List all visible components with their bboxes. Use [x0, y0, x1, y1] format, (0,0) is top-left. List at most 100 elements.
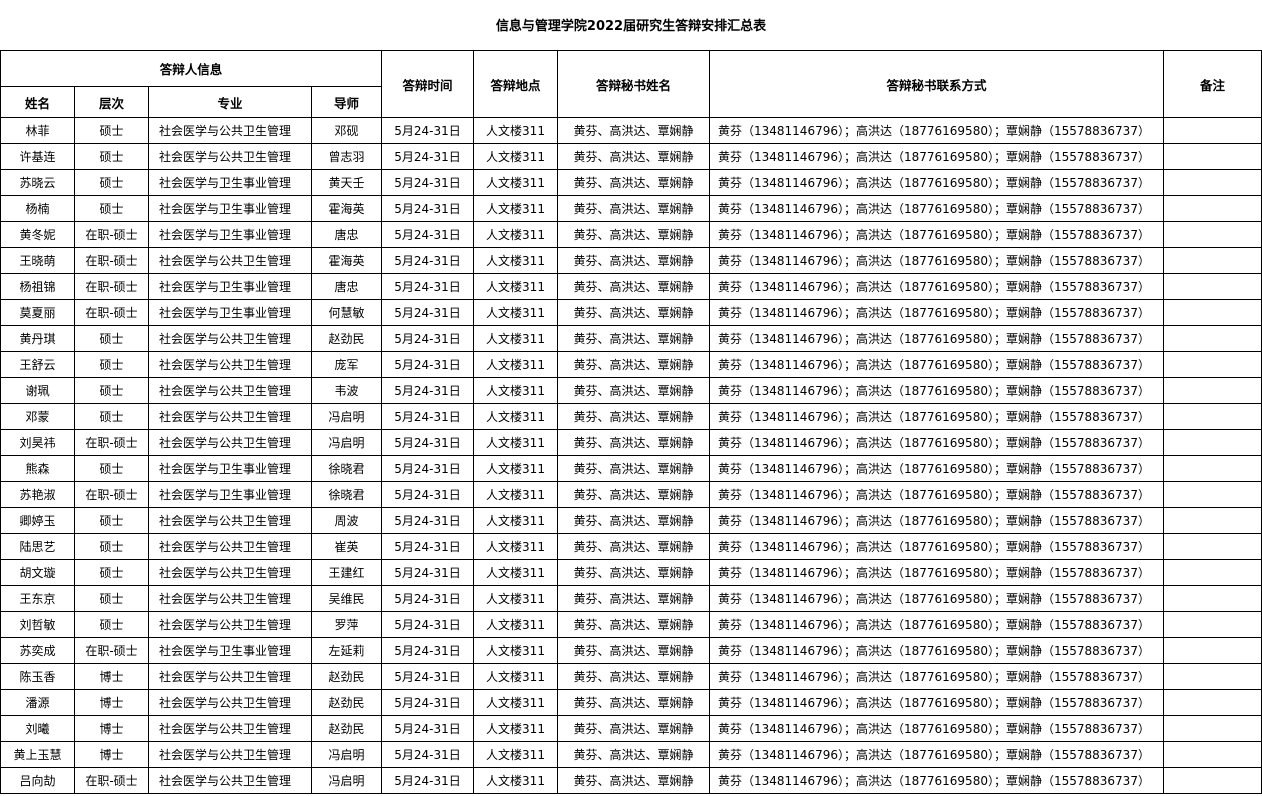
time-cell[interactable]: 5月24-31日 [381, 689, 474, 716]
place-cell[interactable]: 人文楼311 [473, 117, 558, 144]
level-cell[interactable]: 博士 [74, 663, 149, 690]
contact-cell[interactable]: 黄芬（13481146796）；高洪达（18776169580）；覃娴静（155… [709, 507, 1164, 534]
name-cell[interactable]: 苏艳淑 [0, 481, 75, 508]
note-cell[interactable] [1163, 429, 1262, 456]
secretary-cell[interactable]: 黄芬、高洪达、覃娴静 [557, 403, 710, 430]
name-cell[interactable]: 刘哲敏 [0, 611, 75, 638]
name-cell[interactable]: 杨楠 [0, 195, 75, 222]
header-time[interactable]: 答辩时间 [381, 50, 474, 118]
name-cell[interactable]: 莫夏丽 [0, 299, 75, 326]
name-cell[interactable]: 王东京 [0, 585, 75, 612]
major-cell[interactable]: 社会医学与公共卫生管理 [148, 741, 312, 768]
contact-cell[interactable]: 黄芬（13481146796）；高洪达（18776169580）；覃娴静（155… [709, 715, 1164, 742]
advisor-cell[interactable]: 崔英 [311, 533, 382, 560]
major-cell[interactable]: 社会医学与卫生事业管理 [148, 169, 312, 196]
contact-cell[interactable]: 黄芬（13481146796）；高洪达（18776169580）；覃娴静（155… [709, 195, 1164, 222]
advisor-cell[interactable]: 赵劲民 [311, 689, 382, 716]
advisor-cell[interactable]: 赵劲民 [311, 715, 382, 742]
advisor-cell[interactable]: 庞军 [311, 351, 382, 378]
place-cell[interactable]: 人文楼311 [473, 429, 558, 456]
place-cell[interactable]: 人文楼311 [473, 715, 558, 742]
level-cell[interactable]: 硕士 [74, 559, 149, 586]
place-cell[interactable]: 人文楼311 [473, 455, 558, 482]
level-cell[interactable]: 在职-硕士 [74, 767, 149, 794]
time-cell[interactable]: 5月24-31日 [381, 767, 474, 794]
contact-cell[interactable]: 黄芬（13481146796）；高洪达（18776169580）；覃娴静（155… [709, 377, 1164, 404]
major-cell[interactable]: 社会医学与公共卫生管理 [148, 117, 312, 144]
secretary-cell[interactable]: 黄芬、高洪达、覃娴静 [557, 611, 710, 638]
note-cell[interactable] [1163, 195, 1262, 222]
advisor-cell[interactable]: 冯启明 [311, 741, 382, 768]
major-cell[interactable]: 社会医学与公共卫生管理 [148, 325, 312, 352]
place-cell[interactable]: 人文楼311 [473, 637, 558, 664]
name-cell[interactable]: 刘曦 [0, 715, 75, 742]
secretary-cell[interactable]: 黄芬、高洪达、覃娴静 [557, 169, 710, 196]
time-cell[interactable]: 5月24-31日 [381, 143, 474, 170]
place-cell[interactable]: 人文楼311 [473, 299, 558, 326]
header-secretary[interactable]: 答辩秘书姓名 [557, 50, 710, 118]
contact-cell[interactable]: 黄芬（13481146796）；高洪达（18776169580）；覃娴静（155… [709, 533, 1164, 560]
header-name[interactable]: 姓名 [0, 86, 75, 118]
name-cell[interactable]: 卿婷玉 [0, 507, 75, 534]
name-cell[interactable]: 黄上玉慧 [0, 741, 75, 768]
secretary-cell[interactable]: 黄芬、高洪达、覃娴静 [557, 507, 710, 534]
advisor-cell[interactable]: 赵劲民 [311, 325, 382, 352]
advisor-cell[interactable]: 王建红 [311, 559, 382, 586]
time-cell[interactable]: 5月24-31日 [381, 611, 474, 638]
advisor-cell[interactable]: 赵劲民 [311, 663, 382, 690]
name-cell[interactable]: 林菲 [0, 117, 75, 144]
secretary-cell[interactable]: 黄芬、高洪达、覃娴静 [557, 637, 710, 664]
header-level[interactable]: 层次 [74, 86, 149, 118]
major-cell[interactable]: 社会医学与公共卫生管理 [148, 715, 312, 742]
secretary-cell[interactable]: 黄芬、高洪达、覃娴静 [557, 195, 710, 222]
level-cell[interactable]: 博士 [74, 715, 149, 742]
note-cell[interactable] [1163, 299, 1262, 326]
secretary-cell[interactable]: 黄芬、高洪达、覃娴静 [557, 143, 710, 170]
level-cell[interactable]: 在职-硕士 [74, 221, 149, 248]
level-cell[interactable]: 在职-硕士 [74, 429, 149, 456]
level-cell[interactable]: 硕士 [74, 455, 149, 482]
major-cell[interactable]: 社会医学与公共卫生管理 [148, 611, 312, 638]
major-cell[interactable]: 社会医学与公共卫生管理 [148, 247, 312, 274]
header-major[interactable]: 专业 [148, 86, 312, 118]
header-contact[interactable]: 答辩秘书联系方式 [709, 50, 1164, 118]
secretary-cell[interactable]: 黄芬、高洪达、覃娴静 [557, 767, 710, 794]
secretary-cell[interactable]: 黄芬、高洪达、覃娴静 [557, 481, 710, 508]
advisor-cell[interactable]: 徐晓君 [311, 455, 382, 482]
major-cell[interactable]: 社会医学与公共卫生管理 [148, 351, 312, 378]
note-cell[interactable] [1163, 559, 1262, 586]
level-cell[interactable]: 硕士 [74, 507, 149, 534]
level-cell[interactable]: 在职-硕士 [74, 637, 149, 664]
name-cell[interactable]: 许基连 [0, 143, 75, 170]
header-place[interactable]: 答辩地点 [473, 50, 558, 118]
contact-cell[interactable]: 黄芬（13481146796）；高洪达（18776169580）；覃娴静（155… [709, 247, 1164, 274]
major-cell[interactable]: 社会医学与公共卫生管理 [148, 143, 312, 170]
level-cell[interactable]: 硕士 [74, 351, 149, 378]
note-cell[interactable] [1163, 481, 1262, 508]
level-cell[interactable]: 在职-硕士 [74, 247, 149, 274]
time-cell[interactable]: 5月24-31日 [381, 585, 474, 612]
advisor-cell[interactable]: 何慧敏 [311, 299, 382, 326]
secretary-cell[interactable]: 黄芬、高洪达、覃娴静 [557, 689, 710, 716]
secretary-cell[interactable]: 黄芬、高洪达、覃娴静 [557, 663, 710, 690]
secretary-cell[interactable]: 黄芬、高洪达、覃娴静 [557, 325, 710, 352]
place-cell[interactable]: 人文楼311 [473, 559, 558, 586]
note-cell[interactable] [1163, 741, 1262, 768]
place-cell[interactable]: 人文楼311 [473, 351, 558, 378]
secretary-cell[interactable]: 黄芬、高洪达、覃娴静 [557, 273, 710, 300]
advisor-cell[interactable]: 唐忠 [311, 221, 382, 248]
name-cell[interactable]: 苏晓云 [0, 169, 75, 196]
name-cell[interactable]: 谢珮 [0, 377, 75, 404]
level-cell[interactable]: 硕士 [74, 533, 149, 560]
name-cell[interactable]: 陆思艺 [0, 533, 75, 560]
secretary-cell[interactable]: 黄芬、高洪达、覃娴静 [557, 585, 710, 612]
level-cell[interactable]: 硕士 [74, 195, 149, 222]
place-cell[interactable]: 人文楼311 [473, 689, 558, 716]
secretary-cell[interactable]: 黄芬、高洪达、覃娴静 [557, 715, 710, 742]
secretary-cell[interactable]: 黄芬、高洪达、覃娴静 [557, 741, 710, 768]
contact-cell[interactable]: 黄芬（13481146796）；高洪达（18776169580）；覃娴静（155… [709, 273, 1164, 300]
major-cell[interactable]: 社会医学与公共卫生管理 [148, 663, 312, 690]
time-cell[interactable]: 5月24-31日 [381, 663, 474, 690]
advisor-cell[interactable]: 冯启明 [311, 403, 382, 430]
advisor-cell[interactable]: 韦波 [311, 377, 382, 404]
